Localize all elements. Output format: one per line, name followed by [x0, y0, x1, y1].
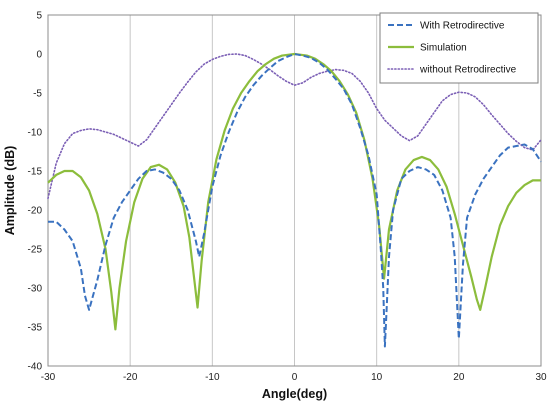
legend-label: Simulation: [420, 43, 467, 54]
y-tick-label: -25: [28, 245, 43, 256]
y-tick-label: -35: [28, 323, 43, 334]
tick-labels: -30 -20 -10 0 10 20 30 5 0 -5 -10 -15 -20 -25 -30 -35 -4…: [28, 11, 547, 384]
x-axis-label: Angle(deg): [262, 387, 327, 401]
y-tick-label: -5: [33, 89, 42, 100]
x-tick-label: 10: [371, 372, 383, 383]
y-tick-label: -10: [28, 128, 43, 139]
y-tick-label: -15: [28, 167, 43, 178]
y-tick-label: -40: [28, 362, 43, 373]
y-axis-label: Amplitude (dB): [3, 146, 17, 236]
series-line-simulation: [47, 52, 541, 331]
x-tick-label: 20: [453, 372, 465, 383]
x-tick-label: 0: [292, 372, 298, 383]
x-tick-label: -20: [123, 372, 138, 383]
x-tick-label: -10: [205, 372, 220, 383]
x-tick-label: -30: [41, 372, 56, 383]
y-tick-label: 5: [36, 11, 42, 22]
y-tick-label: -30: [28, 284, 43, 295]
series-line-with-retrodirective: [48, 53, 542, 348]
plot-frame: [47, 14, 542, 367]
series-line-without-retrodirective: [47, 53, 542, 200]
legend: With Retrodirective Simulation without Ret…: [379, 12, 539, 84]
y-tick-label: -20: [28, 206, 43, 217]
series-lines: [47, 52, 542, 348]
legend-label: without Retrodirective: [419, 65, 517, 76]
x-tick-label: 30: [535, 372, 547, 383]
legend-items: With Retrodirective Simulation without Ret…: [387, 21, 517, 76]
legend-label: With Retrodirective: [420, 21, 505, 32]
y-tick-label: 0: [36, 50, 42, 61]
